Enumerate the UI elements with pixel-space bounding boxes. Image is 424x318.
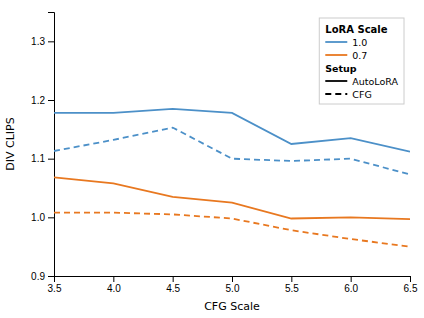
legend-subtitle: Setup [325,63,357,74]
legend-label: CFG [352,89,371,100]
tick-mark [232,276,233,282]
tick-mark [113,276,114,282]
tick-label: 4.5 [166,283,180,294]
tick-label: 5.5 [285,283,299,294]
legend-entry: 1.0 [325,37,367,48]
legend-swatch [325,54,347,56]
tick-label: 6.5 [404,283,418,294]
tick-mark [48,217,54,218]
tick-mark [48,159,54,160]
y-axis-title: DIV CLIPS [4,117,17,170]
tick-mark [291,276,292,282]
x-axis-title: CFG Scale [204,300,260,313]
legend-entry: CFG [325,89,371,100]
tick-mark [48,100,54,101]
tick-mark [48,41,54,42]
x-axis: 3.5 4.0 4.5 5.0 5.5 6.0 6.5 [48,276,418,294]
legend-label: AutoLoRA [352,76,398,87]
tick-label: 1.3 [31,36,45,47]
lines [54,109,410,247]
tick: 4.5 [166,276,180,294]
tick-mark [173,276,174,282]
tick-label: 1.1 [31,153,45,164]
legend-label: 1.0 [352,37,367,48]
tick-label: 5.0 [226,283,240,294]
tick: 6.0 [344,276,358,294]
tick: 0.9 [31,271,54,282]
axis-line [48,13,55,277]
legend-swatch [325,93,347,95]
tick-mark [48,276,54,277]
tick-label: 0.9 [31,271,45,282]
legend-entry: Setup [325,63,357,74]
tick: 4.0 [107,276,121,294]
legend-entry: AutoLoRA [325,76,398,87]
legend: LoRA Scale 1.0 0.7 Setup AutoLoRA CFG [319,18,404,104]
legend-swatch [325,41,347,43]
tick: 1.1 [31,153,54,164]
plot: 3.5 4.0 4.5 5.0 5.5 6.0 6.5 0.9 1.0 1.1 1.2 1.3 CFG … [4,13,418,314]
line [54,213,410,247]
legend-title: LoRA Scale [325,24,387,35]
chart: 3.5 4.0 4.5 5.0 5.5 6.0 6.5 0.9 1.0 1.1 1.2 1.3 CFG … [0,0,424,318]
tick-label: 1.0 [31,212,45,223]
y-axis: 0.9 1.0 1.1 1.2 1.3 [31,13,54,282]
legend-swatch [325,80,347,82]
axis-line [55,277,411,283]
tick: 1.3 [31,36,54,47]
tick-label: 6.0 [344,283,358,294]
tick: 3.5 [48,276,62,294]
tick: 5.5 [285,276,299,294]
tick-mark [351,276,352,282]
tick-label: 3.5 [48,283,62,294]
tick-mark [410,276,411,282]
tick: 1.2 [31,95,54,106]
tick: 1.0 [31,212,54,223]
legend-entry: 0.7 [325,50,367,61]
tick-label: 4.0 [107,283,121,294]
legend-label: 0.7 [352,50,367,61]
line [54,128,410,175]
tick: 5.0 [226,276,240,294]
legend-frame [319,18,404,104]
line [54,109,410,152]
tick-label: 1.2 [31,95,45,106]
tick: 6.5 [404,276,418,294]
